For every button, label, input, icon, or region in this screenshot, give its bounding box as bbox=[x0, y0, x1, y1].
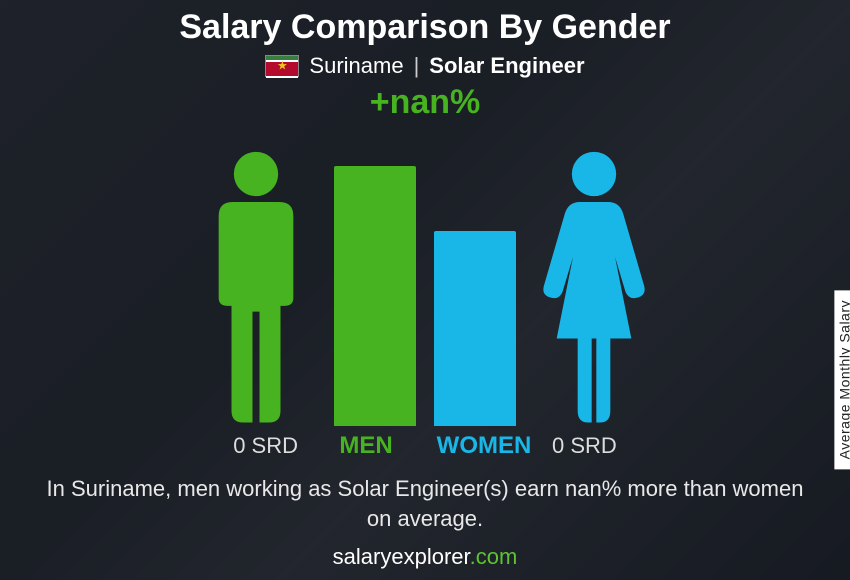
brand-tld: .com bbox=[470, 544, 518, 569]
men-label: MEN bbox=[316, 432, 416, 460]
suriname-flag-icon bbox=[265, 55, 299, 77]
chart-area bbox=[178, 116, 672, 426]
infographic-root: Salary Comparison By Gender Suriname | S… bbox=[0, 0, 850, 580]
page-title: Salary Comparison By Gender bbox=[179, 8, 670, 47]
women-value: 0 SRD bbox=[552, 433, 672, 459]
men-value: 0 SRD bbox=[178, 433, 298, 459]
footer-brand: salaryexplorer.com bbox=[0, 544, 850, 570]
job-label: Solar Engineer bbox=[429, 53, 584, 79]
description-text: In Suriname, men working as Solar Engine… bbox=[45, 474, 805, 533]
country-label: Suriname bbox=[309, 53, 403, 79]
y-axis-label: Average Monthly Salary bbox=[834, 290, 850, 469]
male-person-icon bbox=[196, 146, 316, 426]
chart-wrap: +nan% bbox=[178, 81, 672, 460]
female-person-icon bbox=[534, 146, 654, 426]
women-icon-col bbox=[534, 146, 654, 426]
men-icon-col bbox=[196, 146, 316, 426]
labels-row: 0 SRD MEN WOMEN 0 SRD bbox=[178, 432, 672, 460]
subtitle-row: Suriname | Solar Engineer bbox=[265, 53, 584, 79]
brand-name: salaryexplorer bbox=[333, 544, 470, 569]
women-bar bbox=[434, 231, 516, 426]
men-bar bbox=[334, 166, 416, 426]
women-label: WOMEN bbox=[434, 432, 534, 460]
separator: | bbox=[414, 53, 420, 79]
